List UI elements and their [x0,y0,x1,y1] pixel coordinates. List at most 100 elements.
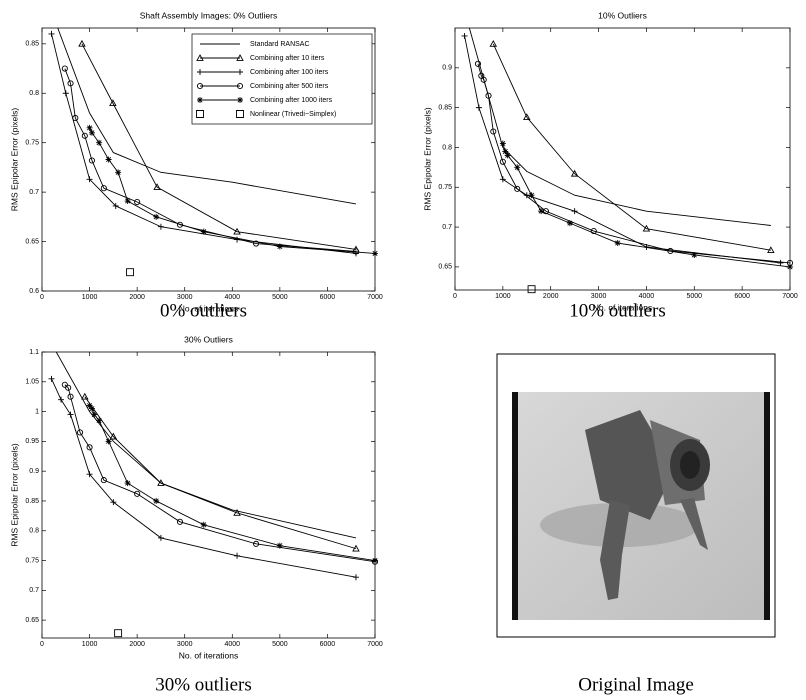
marker [176,221,184,228]
series-line [57,28,357,205]
marker [233,508,241,516]
marker [352,574,359,581]
marker [490,128,497,135]
x-tick-label: 5000 [686,293,702,300]
image-caption: Original Image [578,674,694,695]
legend-marker [236,82,244,90]
marker [124,198,131,205]
marker [253,540,260,547]
marker [200,228,207,235]
legend-label: Combining after 500 iters [250,83,329,90]
caption: 10% outliers [569,300,666,321]
marker [134,490,141,497]
y-tick-label: 0.7 [442,224,452,231]
marker [485,92,492,99]
chart: Shaft Assembly Images: 0% Outliers No. of… [9,10,383,321]
marker [62,90,69,97]
series-line [492,43,771,251]
marker [61,381,68,388]
marker [527,285,536,294]
legend-marker [236,54,244,61]
marker [777,259,784,266]
marker [571,208,578,215]
caption: 30% outliers [155,674,252,695]
marker [86,124,93,131]
y-tick-label: 0.9 [442,65,452,72]
x-tick-label: 5000 [272,294,288,301]
marker [474,60,482,67]
marker [489,40,498,47]
x-tick-label: 7000 [367,641,383,648]
plot-area [51,352,375,578]
marker [153,213,160,220]
marker [499,140,506,147]
marker [480,76,487,83]
marker [570,169,579,177]
legend: Standard RANSAC Combining after 10 iters C… [191,33,373,125]
marker [787,263,793,270]
marker [642,224,651,232]
x-tick-label: 0 [453,293,457,300]
x-tick-label: 6000 [320,641,336,648]
series-line [55,352,357,539]
y-axis-label: RMS Epipolar Error (pixels) [9,443,19,547]
marker [614,240,621,247]
marker [67,393,74,400]
series-line [89,405,375,561]
marker [157,223,164,230]
y-tick-label: 0.7 [29,587,39,594]
plot-frame [454,27,791,291]
x-tick-label: 1000 [82,294,98,301]
y-tick-label: 0.6 [29,288,39,295]
y-tick-label: 0.8 [442,144,452,151]
marker [112,202,119,209]
marker [96,417,103,424]
series-line [51,378,357,578]
marker [48,30,55,37]
x-tick-label: 4000 [639,293,655,300]
marker [109,432,118,440]
marker [86,471,93,478]
chart: 10% Outliers No. of iterations RMS Epipola… [422,10,798,321]
series-line [81,43,357,250]
x-axis-label: No. of iterations [179,303,239,313]
marker [86,444,93,451]
x-axis-label: No. of iterations [593,302,653,312]
marker [590,228,597,235]
marker [72,114,79,122]
legend-marker [237,97,243,103]
y-tick-label: 0.9 [29,468,39,475]
series-line [468,28,771,226]
marker [234,552,241,559]
marker [86,402,93,409]
x-tick-label: 4000 [224,294,240,301]
series-line [477,63,790,264]
marker [200,521,207,528]
marker [100,477,107,484]
y-tick-label: 0.75 [25,557,39,564]
marker [134,198,141,206]
series-line [64,384,375,563]
y-tick-label: 0.85 [25,498,39,505]
legend-marker [197,69,203,75]
marker [372,250,378,257]
y-tick-label: 0.65 [25,617,39,624]
marker [523,113,531,121]
x-tick-label: 6000 [320,294,336,301]
caption: 0% outliers [160,300,247,321]
x-tick-label: 7000 [367,294,383,301]
marker [110,499,117,506]
marker [461,32,468,39]
legend-label: Combining after 10 iters [250,55,325,62]
marker [67,80,74,87]
x-tick-label: 1000 [495,293,511,300]
legend-label: Standard RANSAC [250,41,310,48]
marker [691,251,698,258]
y-tick-label: 0.65 [25,238,39,245]
marker [233,227,241,235]
marker [475,104,482,111]
x-tick-label: 0 [40,641,44,648]
marker [78,39,86,47]
original-image [496,353,776,638]
